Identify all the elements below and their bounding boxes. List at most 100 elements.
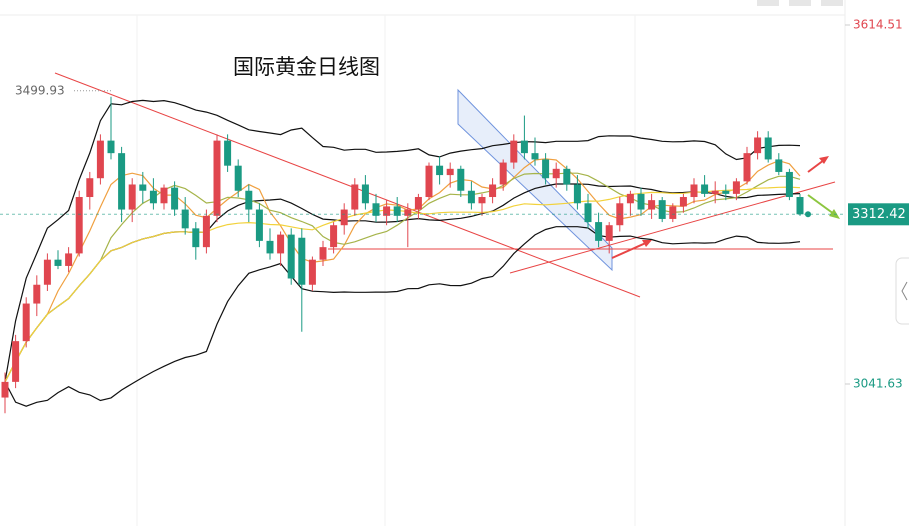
candle-body (605, 225, 613, 241)
candle-body (245, 190, 253, 210)
candle-body (732, 181, 740, 194)
candle-body (552, 168, 560, 179)
ma5 (4, 158, 801, 383)
arrow-head (642, 240, 652, 247)
candle-body (1, 381, 9, 398)
candle-body (54, 259, 62, 266)
candle-body (510, 140, 518, 163)
candle-body (796, 197, 804, 215)
candle-body (255, 209, 263, 241)
ma10 (4, 172, 801, 383)
candle-body (213, 140, 221, 216)
marks (1, 96, 804, 414)
candle-body (648, 200, 656, 210)
candle-body (595, 222, 603, 241)
candle-body (754, 137, 762, 154)
bollinger-upper (4, 99, 801, 383)
y-tick-label: 3041.63 (853, 376, 903, 390)
candle-body (75, 197, 83, 254)
price-tag (848, 203, 909, 226)
chart-title: 国际黄金日线图 (233, 55, 380, 79)
candle-body (722, 190, 730, 194)
price-tag-label: 3312.42 (852, 207, 906, 222)
candle-body (414, 197, 422, 210)
candle-body (234, 165, 242, 191)
candle-body (319, 247, 327, 260)
candle-body (457, 168, 465, 191)
candle-body (224, 140, 232, 166)
candle-body (139, 184, 147, 191)
candle-body (192, 228, 200, 248)
candle-body (171, 187, 179, 210)
candle-body (340, 209, 348, 226)
bollinger-middle (4, 183, 801, 383)
bollinger-lower (4, 226, 801, 407)
candle-body (128, 184, 136, 210)
ma30 (4, 186, 801, 383)
candle-body (690, 184, 698, 198)
candle-body (181, 209, 189, 229)
candle-body (96, 140, 104, 179)
candle-body (626, 193, 634, 204)
candle-body (743, 153, 751, 182)
y-tick-label: 3614.51 (853, 17, 903, 31)
candle-body (563, 168, 571, 185)
candle-body (764, 137, 772, 160)
candle-body (298, 237, 306, 285)
candle-body (520, 140, 528, 154)
toolbar-icon[interactable] (821, 0, 843, 6)
candle-body (584, 203, 592, 223)
trend-line (509, 181, 836, 274)
last-price-dot (805, 211, 811, 218)
arrow-head (819, 156, 829, 164)
candle-body (160, 187, 168, 204)
candle-body (404, 209, 412, 216)
arrow (807, 159, 825, 173)
candle-body (701, 184, 709, 194)
candle-body (351, 184, 359, 210)
candle-body (531, 153, 539, 160)
candle-body (33, 284, 41, 304)
candle-body (785, 171, 793, 198)
toolbar-icon[interactable] (757, 0, 779, 6)
candle-body (393, 206, 401, 216)
candle-body (308, 259, 316, 285)
candle-body (43, 259, 51, 285)
arrow (611, 241, 649, 259)
candle-body (711, 190, 719, 194)
candle-body (65, 253, 73, 266)
candle-body (118, 153, 126, 210)
candle-body (446, 168, 454, 176)
candle-body (499, 162, 507, 185)
candle-body (149, 190, 157, 204)
trend-line (54, 72, 641, 298)
candle-body (202, 215, 210, 248)
candle-body (277, 234, 285, 254)
candle-body (107, 140, 115, 154)
candle-body (330, 225, 338, 248)
candle-body (573, 184, 581, 204)
candle-body (467, 190, 475, 204)
candle-body (425, 165, 433, 198)
candle-body (372, 203, 380, 216)
candle-body (679, 197, 687, 207)
candle-body (383, 206, 391, 216)
collapse-icon (901, 281, 908, 301)
candle-body (478, 197, 486, 204)
arrow (807, 194, 835, 215)
candle-body (637, 193, 645, 210)
candle-body (22, 303, 30, 342)
down-channel (457, 88, 613, 272)
candle-body (436, 165, 444, 176)
candle-body (266, 240, 274, 254)
candle-body (86, 178, 94, 198)
candle-body (287, 234, 295, 279)
candle-body (489, 184, 497, 198)
toolbar-icon[interactable] (789, 0, 811, 6)
high-label: 3499.93 (15, 83, 65, 97)
candle-body (775, 159, 783, 172)
candle-body (12, 341, 20, 382)
candle-body (542, 159, 550, 179)
